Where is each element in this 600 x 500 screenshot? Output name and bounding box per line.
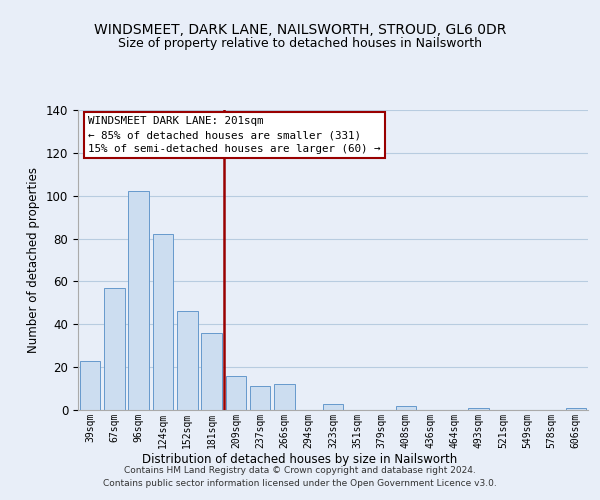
Bar xyxy=(274,384,295,410)
Text: WINDSMEET DARK LANE: 201sqm
← 85% of detached houses are smaller (331)
15% of se: WINDSMEET DARK LANE: 201sqm ← 85% of det… xyxy=(88,116,381,154)
Bar xyxy=(226,376,246,410)
Bar xyxy=(128,192,149,410)
Bar xyxy=(250,386,271,410)
Text: Contains HM Land Registry data © Crown copyright and database right 2024.
Contai: Contains HM Land Registry data © Crown c… xyxy=(103,466,497,487)
Bar xyxy=(177,312,197,410)
Y-axis label: Number of detached properties: Number of detached properties xyxy=(28,167,40,353)
Text: WINDSMEET, DARK LANE, NAILSWORTH, STROUD, GL6 0DR: WINDSMEET, DARK LANE, NAILSWORTH, STROUD… xyxy=(94,22,506,36)
Bar xyxy=(566,408,586,410)
Text: Distribution of detached houses by size in Nailsworth: Distribution of detached houses by size … xyxy=(142,452,458,466)
Bar xyxy=(469,408,489,410)
Bar xyxy=(323,404,343,410)
Bar xyxy=(80,360,100,410)
Bar xyxy=(201,333,222,410)
Bar xyxy=(152,234,173,410)
Text: Size of property relative to detached houses in Nailsworth: Size of property relative to detached ho… xyxy=(118,38,482,51)
Bar xyxy=(395,406,416,410)
Bar xyxy=(104,288,125,410)
